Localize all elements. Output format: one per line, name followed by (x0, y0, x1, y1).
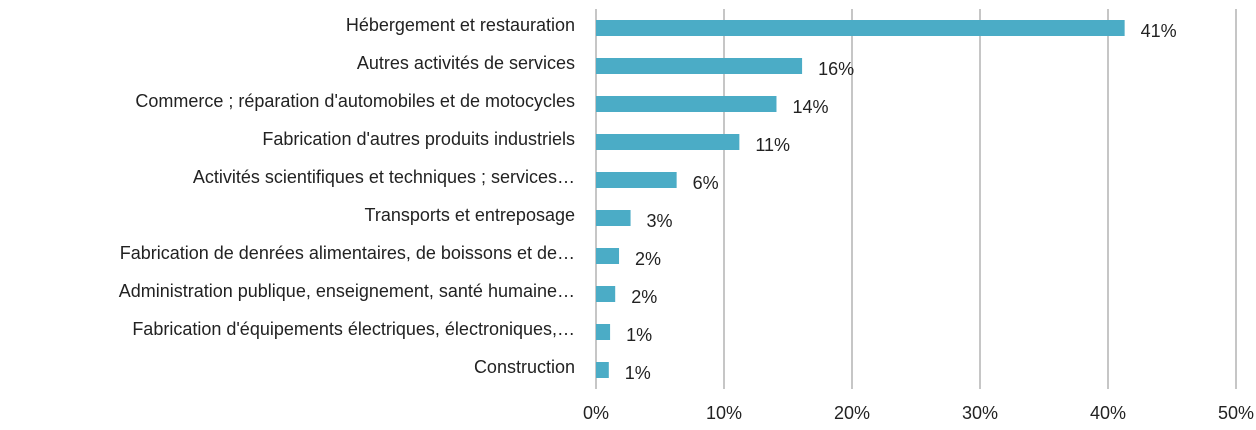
data-label: 1% (626, 325, 652, 345)
data-label: 6% (693, 173, 719, 193)
data-label: 41% (1141, 21, 1177, 41)
y-tick-label: Administration publique, enseignement, s… (119, 281, 575, 301)
data-label: 2% (635, 249, 661, 269)
x-tick-label: 0% (583, 403, 609, 423)
data-label: 11% (755, 135, 790, 155)
y-tick-label: Autres activités de services (357, 53, 575, 73)
y-tick-label: Hébergement et restauration (346, 15, 575, 35)
x-tick-label: 40% (1090, 403, 1126, 423)
bar (596, 134, 740, 150)
bar (596, 248, 620, 264)
data-label: 16% (818, 59, 854, 79)
y-tick-label: Activités scientifiques et techniques ; … (193, 167, 575, 187)
bar (596, 58, 803, 74)
y-tick-label: Commerce ; réparation d'automobiles et d… (135, 91, 575, 111)
y-tick-label: Fabrication d'autres produits industriel… (262, 129, 575, 149)
bar (596, 324, 611, 340)
data-label: 3% (647, 211, 673, 231)
data-label: 1% (625, 363, 651, 383)
x-tick-label: 50% (1218, 403, 1254, 423)
bar (596, 20, 1125, 36)
x-tick-label: 20% (834, 403, 870, 423)
y-tick-label: Fabrication de denrées alimentaires, de … (120, 243, 575, 263)
x-tick-label: 30% (962, 403, 998, 423)
x-tick-label: 10% (706, 403, 742, 423)
data-label: 14% (792, 97, 828, 117)
bar (596, 210, 631, 226)
bar (596, 172, 677, 188)
y-tick-label: Fabrication d'équipements électriques, é… (132, 319, 575, 339)
y-tick-label: Transports et entreposage (365, 205, 575, 225)
bar (596, 362, 609, 378)
bar (596, 286, 616, 302)
bar (596, 96, 777, 112)
y-tick-label: Construction (474, 357, 575, 377)
data-label: 2% (631, 287, 657, 307)
